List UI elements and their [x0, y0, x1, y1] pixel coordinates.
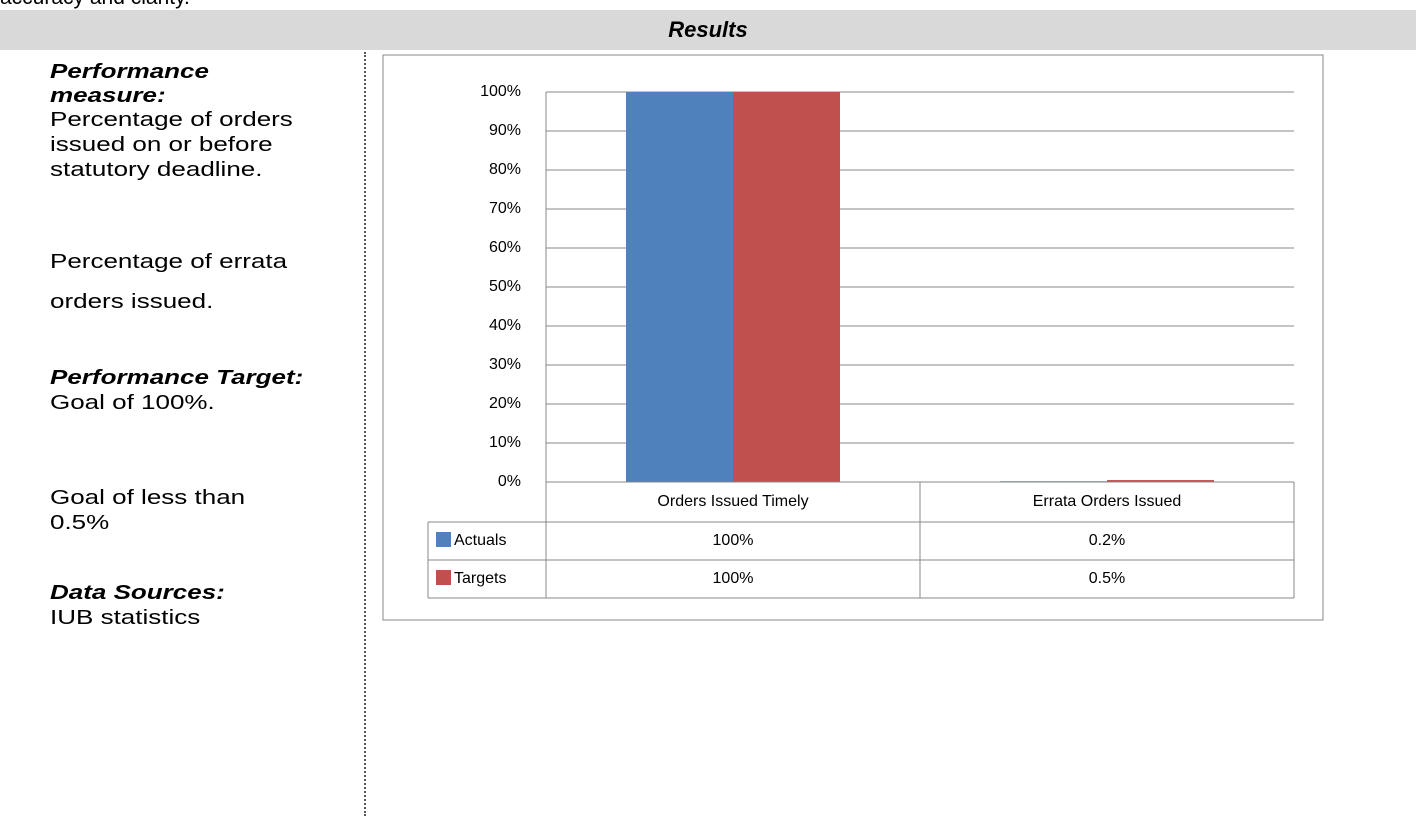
y-tick-label: 60%	[489, 239, 521, 256]
data-label: 0.5%	[1089, 570, 1125, 587]
section-title: Results	[668, 17, 748, 42]
y-tick-label: 10%	[489, 434, 521, 451]
label: Performance	[50, 61, 209, 83]
text-line: Goal of less than	[50, 487, 246, 509]
x-tick-label: Orders Issued Timely	[657, 493, 808, 510]
text-line: issued on or before	[50, 134, 273, 156]
y-tick-label: 80%	[489, 161, 521, 178]
y-tick-label: 100%	[480, 83, 521, 100]
label: measure:	[50, 85, 166, 107]
legend-swatch	[436, 532, 451, 547]
label: Data Sources:	[50, 582, 225, 604]
legend-label: Targets	[454, 570, 506, 587]
y-tick-label: 30%	[489, 356, 521, 373]
cut-text: accuracy and clarity.	[0, 0, 190, 10]
data-label: 0.2%	[1089, 532, 1125, 549]
y-tick-label: 50%	[489, 278, 521, 295]
text-line: Percentage of errata	[50, 251, 288, 273]
bar	[626, 92, 733, 482]
text-line: statutory deadline.	[50, 159, 263, 181]
text-line: IUB statistics	[50, 607, 201, 629]
label: Performance Target:	[50, 367, 304, 389]
y-tick-label: 0%	[498, 473, 521, 490]
legend-swatch	[436, 570, 451, 585]
text-line: Percentage of orders	[50, 109, 293, 131]
y-tick-label: 70%	[489, 200, 521, 217]
divider	[364, 52, 366, 816]
text-line: orders issued.	[50, 291, 214, 313]
x-tick-label: Errata Orders Issued	[1033, 493, 1182, 510]
chart-frame	[382, 54, 1324, 621]
data-label: 100%	[713, 570, 754, 587]
bar	[1107, 480, 1214, 482]
data-label: 100%	[713, 532, 754, 549]
text-line: Goal of 100%.	[50, 392, 215, 414]
y-tick-label: 20%	[489, 395, 521, 412]
text-line: 0.5%	[50, 512, 110, 534]
section-header: Results	[0, 10, 1416, 50]
y-tick-label: 40%	[489, 317, 521, 334]
legend-label: Actuals	[454, 532, 506, 549]
bar	[733, 92, 840, 482]
y-tick-label: 90%	[489, 122, 521, 139]
